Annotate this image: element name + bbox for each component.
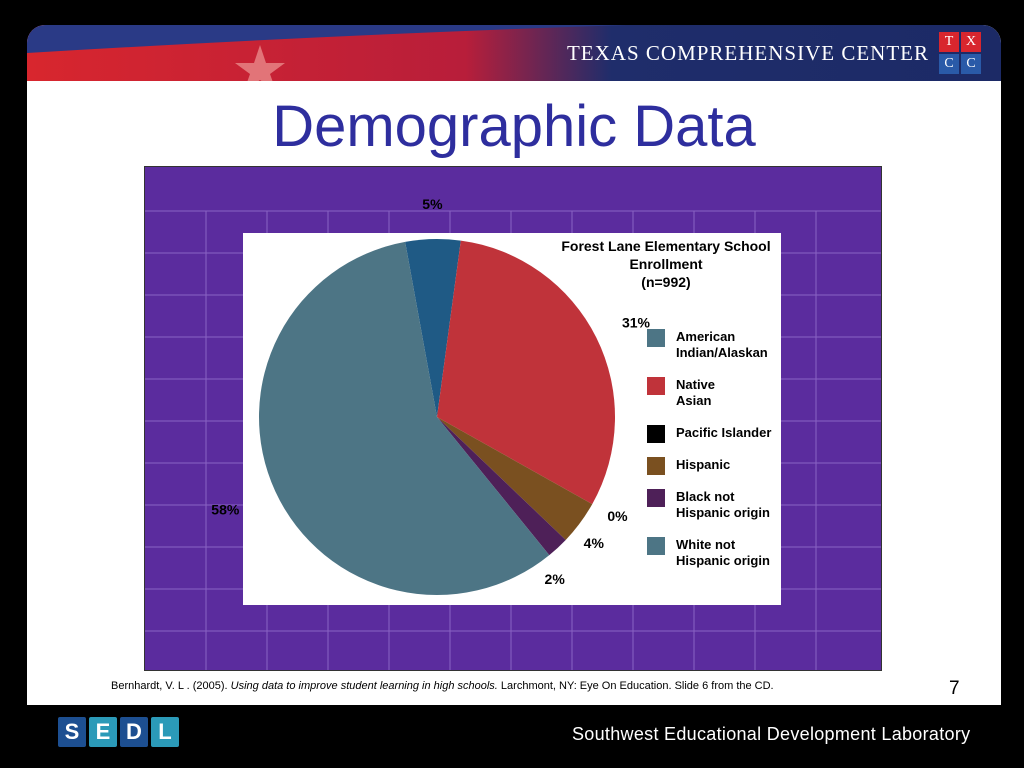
pie-chart: Forest Lane Elementary School Enrollment… — [145, 196, 881, 670]
pie-slice — [259, 241, 550, 595]
citation: Bernhardt, V. L . (2005). Using data to … — [111, 680, 774, 692]
legend-label: Hispanic — [676, 457, 730, 472]
pie-slice — [437, 417, 593, 540]
citation-rest: Larchmont, NY: Eye On Education. Slide 6… — [497, 680, 774, 692]
slice-label: 5% — [422, 196, 443, 212]
legend-label: Black not — [676, 489, 735, 504]
chart-title: Forest Lane Elementary School — [561, 238, 770, 254]
legend-label: Hispanic origin — [676, 505, 770, 520]
logo-letter: C — [961, 54, 981, 74]
legend-swatch — [647, 377, 665, 395]
citation-author: Bernhardt, V. L . (2005). — [111, 680, 231, 692]
legend-label: Asian — [676, 393, 711, 408]
page-number: 7 — [949, 678, 960, 699]
tcc-logo: T X C C — [939, 32, 981, 74]
star-icon — [235, 45, 285, 81]
slice-label: 31% — [622, 315, 651, 331]
legend-label: Hispanic origin — [676, 553, 770, 568]
legend-swatch — [647, 329, 665, 347]
slide: Texas Comprehensive Center T X C C Demog… — [27, 25, 1001, 705]
legend-label: Indian/Alaskan — [676, 345, 768, 360]
legend-label: American — [676, 329, 735, 344]
chart-frame: Forest Lane Elementary School Enrollment… — [144, 166, 882, 671]
legend-swatch — [647, 537, 665, 555]
page-title: Demographic Data — [272, 94, 756, 159]
logo-letter: L — [151, 717, 179, 747]
legend-swatch — [647, 425, 665, 443]
logo-letter: E — [89, 717, 117, 747]
pie-slice — [437, 417, 566, 556]
citation-work: Using data to improve student learning i… — [230, 680, 498, 692]
legend-swatch — [647, 489, 665, 507]
footer-organization: Southwest Educational Development Labora… — [572, 724, 971, 744]
sedl-logo: S E D L — [58, 717, 179, 747]
legend-label: Native — [676, 377, 715, 392]
slice-label: 58% — [211, 502, 240, 518]
pie-slice — [437, 240, 615, 505]
legend-label: Pacific Islander — [676, 425, 771, 440]
slice-label: 4% — [584, 535, 605, 551]
chart-subtitle: (n=992) — [641, 274, 690, 290]
logo-letter: C — [939, 54, 959, 74]
chart-title-line2: Enrollment — [629, 256, 702, 272]
logo-letter: D — [120, 717, 148, 747]
logo-letter: S — [58, 717, 86, 747]
legend-label: White not — [676, 537, 736, 552]
slice-label: 0% — [607, 508, 628, 524]
logo-letter: T — [939, 32, 959, 52]
pie-slice — [405, 239, 461, 417]
header-banner — [27, 25, 1001, 81]
legend-swatch — [647, 457, 665, 475]
banner-title: Texas Comprehensive Center — [566, 41, 929, 65]
logo-letter: X — [961, 32, 981, 52]
slice-label: 2% — [545, 571, 566, 587]
